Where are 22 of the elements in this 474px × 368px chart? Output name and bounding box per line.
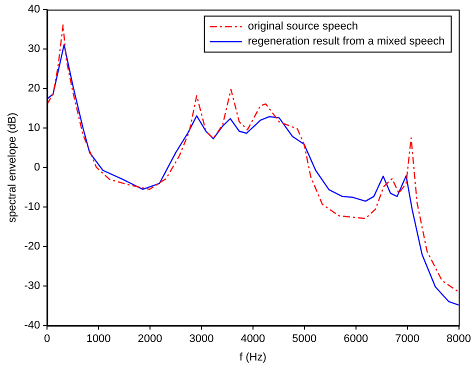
y-tick-label: -40	[24, 320, 40, 332]
legend-label: regeneration result from a mixed speech	[248, 36, 445, 48]
x-tick-label: 8000	[446, 333, 472, 346]
x-tick-label: 1000	[86, 333, 111, 346]
y-axis-title: spectral envelope (dB)	[6, 112, 19, 223]
y-tick-label: 0	[34, 162, 40, 174]
x-tick-label: 3000	[189, 333, 214, 346]
y-tick-label: 30	[28, 43, 40, 56]
y-tick-label: 40	[28, 4, 40, 16]
x-tick-label: 2000	[138, 333, 162, 346]
x-tick-label: 6000	[344, 333, 368, 346]
x-tick-label: 4000	[240, 333, 266, 346]
y-tick-label: 10	[28, 122, 40, 134]
x-tick-label: 0	[44, 333, 50, 346]
y-tick-label: -30	[24, 280, 40, 292]
x-axis-title: f (Hz)	[239, 351, 266, 364]
x-tick-label: 5000	[292, 333, 317, 346]
y-tick-label: -20	[24, 240, 40, 253]
x-tick-label: 7000	[395, 333, 420, 346]
y-tick-label: 20	[28, 82, 40, 95]
y-tick-label: -10	[24, 201, 40, 214]
legend-label: original source speech	[248, 20, 358, 33]
